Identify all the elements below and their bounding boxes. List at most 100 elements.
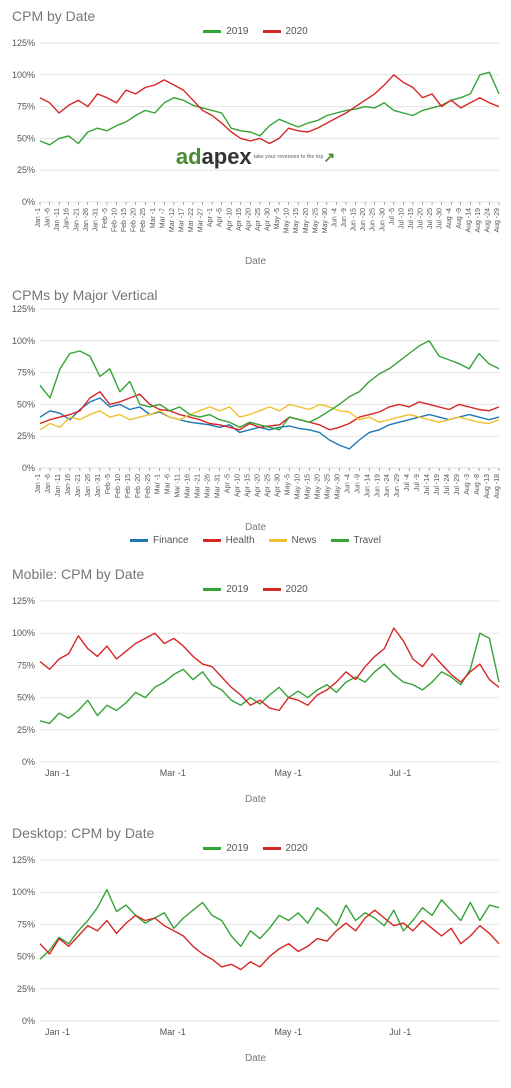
chart-svg: 0%25%50%75%100%125%Jan -1Jan -6Jan -11Ja…: [4, 39, 507, 254]
y-tick-label: 125%: [12, 597, 35, 606]
x-tick-label: May -1: [275, 768, 303, 778]
legend-swatch: [263, 30, 281, 33]
x-tick-label: Jul -19: [434, 474, 441, 495]
legend-swatch: [331, 539, 349, 542]
x-tick-label: Apr -5: [217, 208, 224, 227]
legend-label: Health: [226, 535, 255, 546]
y-tick-label: 50%: [17, 399, 35, 409]
x-tick-label: Mar -1: [150, 208, 157, 228]
x-tick-label: Jun -29: [394, 474, 401, 497]
x-tick-label: Apr -25: [255, 208, 262, 231]
x-tick-label: May -5: [284, 474, 291, 496]
chart-title: CPM by Date: [12, 8, 507, 24]
y-tick-label: 75%: [17, 102, 35, 112]
x-tick-label: Jul -1: [389, 768, 411, 778]
x-tick-label: Mar -26: [205, 474, 212, 498]
x-tick-label: Aug -18: [494, 474, 501, 499]
legend-item: 2019: [203, 843, 248, 854]
x-tick-label: Jan -11: [54, 208, 61, 231]
x-tick-label: Aug -24: [484, 208, 491, 233]
y-tick-label: 125%: [12, 305, 35, 314]
legend-item: 2019: [203, 584, 248, 595]
y-tick-label: 125%: [12, 39, 35, 48]
chart-svg: 0%25%50%75%100%125%Jan -1Jan -6Jan -11Ja…: [4, 305, 507, 520]
x-tick-label: Mar -1: [160, 1027, 186, 1037]
x-tick-label: Apr -1: [207, 208, 214, 227]
x-tick-label: Aug -9: [456, 208, 463, 229]
legend-label: 2020: [286, 26, 308, 37]
legend-item: 2020: [263, 584, 308, 595]
y-tick-label: 25%: [17, 165, 35, 175]
legend-item: Finance: [130, 535, 189, 546]
chart-plot-area: 0%25%50%75%100%125%Jan -1Mar -1May -1Jul…: [4, 856, 507, 1051]
chart-plot-area: 0%25%50%75%100%125%Jan -1Mar -1May -1Jul…: [4, 597, 507, 792]
x-tick-label: Jun -9: [354, 474, 361, 494]
x-tick-label: Mar -11: [175, 474, 182, 498]
x-tick-label: May -20: [303, 208, 310, 233]
x-tick-label: Jan -11: [55, 474, 62, 497]
chart-block: Mobile: CPM by Date201920200%25%50%75%10…: [4, 566, 507, 805]
legend-swatch: [203, 847, 221, 850]
x-tick-label: Feb -15: [121, 208, 128, 232]
x-tick-label: Apr -25: [265, 474, 272, 497]
legend-label: Finance: [153, 535, 189, 546]
x-tick-label: Jun -25: [370, 208, 377, 231]
x-tick-label: Jun -14: [364, 474, 371, 497]
x-tick-label: Jul -24: [444, 474, 451, 495]
x-tick-label: Jan -1: [35, 208, 42, 228]
x-tick-label: Jun -19: [374, 474, 381, 497]
x-tick-label: Aug -3: [464, 474, 471, 495]
x-tick-label: Aug -29: [494, 208, 501, 233]
x-tick-label: Jan -1: [45, 1027, 70, 1037]
x-tick-label: Aug -19: [475, 208, 482, 233]
y-tick-label: 0%: [22, 757, 35, 767]
legend-swatch: [203, 30, 221, 33]
legend-item: 2020: [263, 843, 308, 854]
y-tick-label: 0%: [22, 197, 35, 207]
y-tick-label: 125%: [12, 856, 35, 865]
legend-label: 2019: [226, 843, 248, 854]
legend-swatch: [263, 588, 281, 591]
legend-label: Travel: [354, 535, 381, 546]
y-tick-label: 75%: [17, 660, 35, 670]
x-tick-label: Jan -6: [45, 208, 52, 228]
x-tick-label: Feb -20: [131, 208, 138, 232]
x-tick-label: Jul -5: [389, 208, 396, 225]
x-tick-label: Mar -22: [188, 208, 195, 232]
x-tick-label: Jul -20: [418, 208, 425, 229]
chart-title: Desktop: CPM by Date: [12, 825, 507, 841]
x-tick-label: Apr -20: [255, 474, 262, 497]
x-tick-label: Jun -30: [379, 208, 386, 231]
chart-svg: 0%25%50%75%100%125%Jan -1Mar -1May -1Jul…: [4, 597, 507, 792]
x-tick-label: Jan -1: [45, 768, 70, 778]
x-tick-label: Jun -4: [331, 208, 338, 228]
x-tick-label: Jan -31: [95, 474, 102, 497]
x-tick-label: Jan -21: [75, 474, 82, 497]
y-tick-label: 25%: [17, 984, 35, 994]
x-tick-label: Jan -1: [35, 474, 42, 494]
y-tick-label: 0%: [22, 463, 35, 473]
x-tick-label: Jul -29: [454, 474, 461, 495]
x-tick-label: Mar -27: [198, 208, 205, 232]
y-tick-label: 0%: [22, 1016, 35, 1026]
x-axis-label: Date: [4, 522, 507, 533]
x-tick-label: Jun -24: [384, 474, 391, 497]
chart-block: CPMs by Major Vertical0%25%50%75%100%125…: [4, 287, 507, 546]
x-tick-label: Feb -15: [125, 474, 132, 498]
x-tick-label: Jul -25: [427, 208, 434, 229]
y-tick-label: 25%: [17, 431, 35, 441]
y-tick-label: 50%: [17, 952, 35, 962]
x-tick-label: Jul -9: [414, 474, 421, 491]
x-tick-label: May -30: [334, 474, 341, 499]
chart-legend: FinanceHealthNewsTravel: [4, 535, 507, 546]
x-tick-label: Apr -10: [226, 208, 233, 231]
x-tick-label: Mar -1: [155, 474, 162, 494]
y-tick-label: 50%: [17, 693, 35, 703]
y-tick-label: 25%: [17, 725, 35, 735]
x-tick-label: Aug -14: [465, 208, 472, 233]
legend-label: 2019: [226, 584, 248, 595]
x-tick-label: Jun -9: [341, 208, 348, 228]
x-tick-label: Feb -5: [105, 474, 112, 494]
chart-svg: 0%25%50%75%100%125%Jan -1Mar -1May -1Jul…: [4, 856, 507, 1051]
x-tick-label: Apr -15: [236, 208, 243, 231]
